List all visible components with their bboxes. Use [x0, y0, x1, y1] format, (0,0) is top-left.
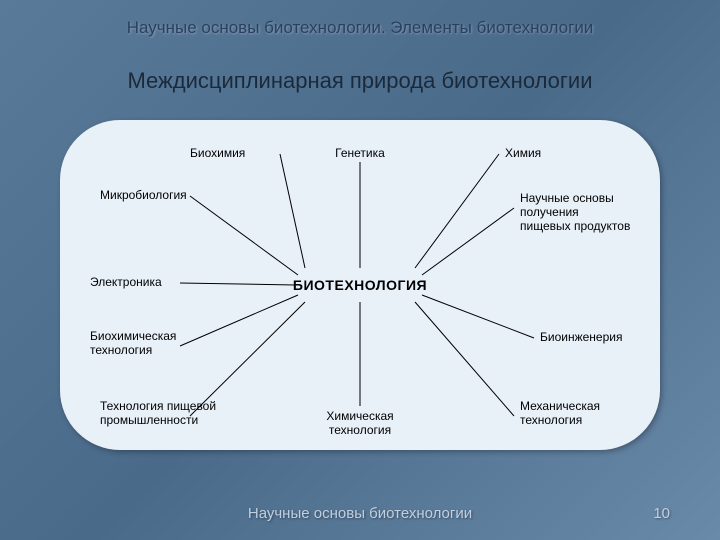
footer-text: Научные основы биотехнологии	[0, 505, 720, 522]
center-node: БИОТЕХНОЛОГИЯ	[293, 277, 427, 293]
slide-header: Научные основы биотехнологии. Элементы б…	[0, 18, 720, 38]
slide-subtitle: Междисциплинарная природа биотехнологии	[0, 68, 720, 94]
node-microbio: Микробиология	[100, 188, 187, 202]
node-chemtech: Химическаятехнология	[326, 410, 393, 438]
node-biochemtech: Биохимическаятехнология	[90, 330, 176, 358]
node-electron: Электроника	[90, 275, 162, 289]
node-biochem: Биохимия	[190, 146, 245, 160]
diagram-inner: БИОТЕХНОЛОГИЯ Биохимия Генетика Химия Микро…	[60, 120, 660, 450]
node-foodtech: Технология пищевойпромышленности	[100, 400, 216, 428]
node-foodsci: Научные основыполученияпищевых продуктов	[520, 192, 630, 233]
node-bioeng: Биоинженерия	[540, 330, 622, 344]
node-chemistry: Химия	[505, 146, 541, 160]
diagram-container: БИОТЕХНОЛОГИЯ Биохимия Генетика Химия Микро…	[60, 120, 660, 450]
node-mechtech: Механическаятехнология	[520, 400, 600, 428]
page-number: 10	[653, 505, 670, 522]
node-genetics: Генетика	[335, 146, 385, 160]
